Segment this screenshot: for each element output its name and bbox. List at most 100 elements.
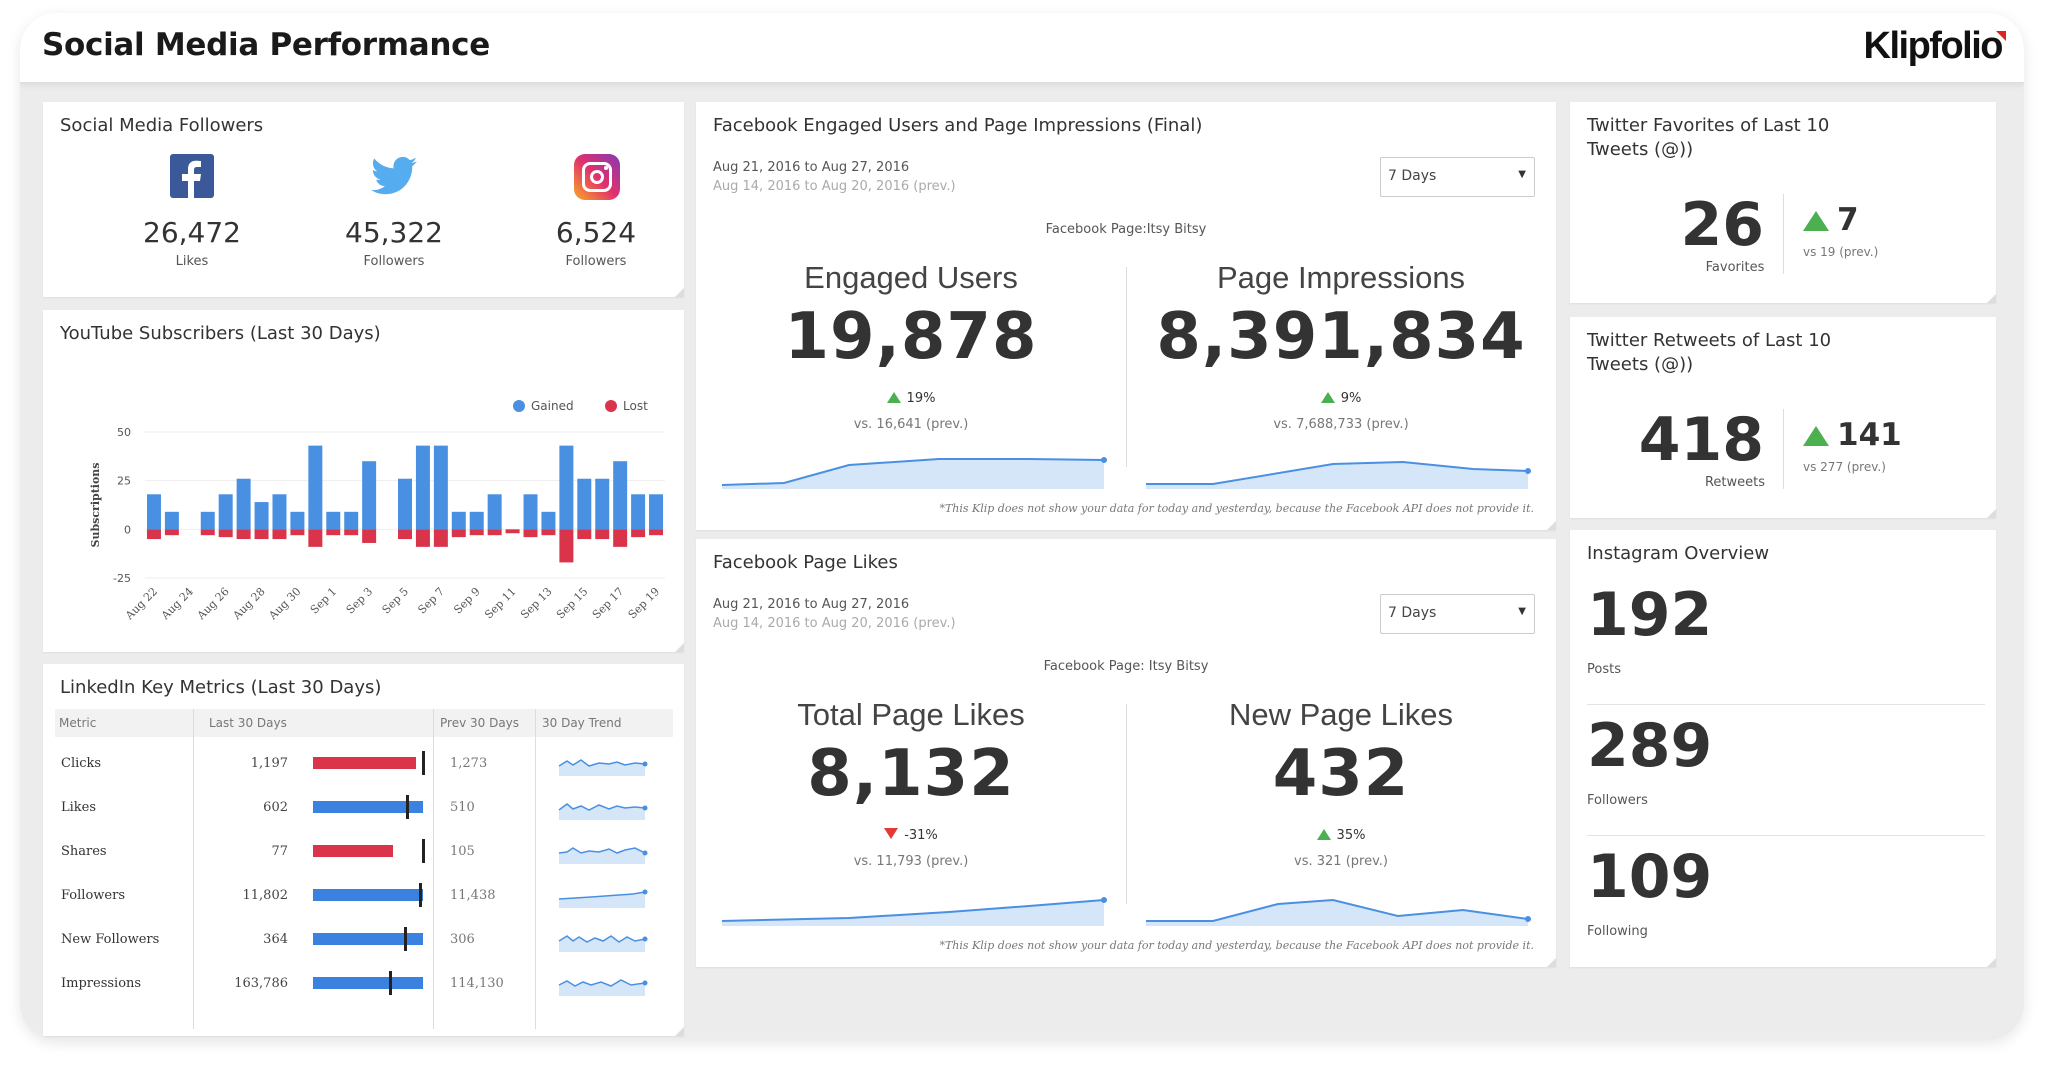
facebook-likes-value: 26,472 xyxy=(143,216,241,249)
bar-gained xyxy=(595,478,610,530)
total-page-likes-label: Total Page Likes xyxy=(797,697,1025,732)
linkedin-table-header xyxy=(55,709,673,737)
bar-gained xyxy=(164,511,179,530)
bullet-marker xyxy=(422,751,425,775)
panel-title-line2: Tweets (@)) xyxy=(1587,354,1694,375)
panel-title: YouTube Subscribers (Last 30 Days) xyxy=(60,323,381,344)
retweets-prev: vs 277 (prev.) xyxy=(1803,460,1886,474)
panel-title-line1: Twitter Favorites of Last 10 xyxy=(1587,115,1830,136)
posts-label: Posts xyxy=(1587,662,1621,677)
last-30-value: 11,802 xyxy=(242,888,289,903)
prev-30-value: 306 xyxy=(450,932,475,947)
panel-title: Instagram Overview xyxy=(1587,543,1770,564)
bullet-marker xyxy=(404,927,407,951)
bar-lost xyxy=(469,529,484,536)
x-tick-label: Sep 9 xyxy=(451,585,483,617)
bullet-marker xyxy=(389,971,392,995)
x-tick-label: Aug 30 xyxy=(266,585,304,623)
followers-value: 289 xyxy=(1587,711,1713,781)
prev-30-value: 105 xyxy=(450,844,475,859)
y-tick-label: -25 xyxy=(113,572,131,585)
engaged-users-sparkline xyxy=(721,457,1107,489)
down-arrow-icon xyxy=(884,828,899,839)
bar-gained xyxy=(344,511,359,530)
bar-lost xyxy=(362,529,377,543)
engaged-users-label: Engaged Users xyxy=(804,260,1018,295)
x-tick-label: Sep 15 xyxy=(554,585,590,621)
social-followers-panel: Social Media Followers 26,472 Likes 45,3… xyxy=(43,102,684,297)
engaged-users-value: 19,878 xyxy=(784,300,1038,374)
following-label: Following xyxy=(1587,924,1648,939)
chevron-down-icon: ▼ xyxy=(1518,606,1526,617)
period-dropdown[interactable]: 7 Days ▼ xyxy=(1380,157,1535,197)
column-header-trend: 30 Day Trend xyxy=(542,716,622,730)
last-30-value: 602 xyxy=(263,800,288,815)
trend-sparkline xyxy=(558,935,648,952)
bar-lost xyxy=(326,529,341,536)
up-arrow-icon xyxy=(886,392,901,403)
x-tick-label: Aug 22 xyxy=(122,585,160,623)
table-row: Followers 11,802 11,438 xyxy=(55,876,673,916)
table-row: Shares 77 105 xyxy=(55,832,673,872)
bar-lost xyxy=(559,529,574,563)
bar-lost xyxy=(433,529,448,547)
new-page-likes-value: 432 xyxy=(1272,737,1410,811)
panel-title-line2: Tweets (@)) xyxy=(1587,139,1694,160)
twitter-icon xyxy=(371,156,417,196)
twitter-followers-label: Followers xyxy=(363,254,425,269)
bar-gained xyxy=(415,445,430,530)
bar-gained xyxy=(308,445,323,530)
fb-engaged-panel: Facebook Engaged Users and Page Impressi… xyxy=(696,102,1556,530)
bar-gained xyxy=(326,511,341,530)
bullet-marker xyxy=(422,839,425,863)
bar-lost xyxy=(308,529,323,547)
y-tick-label: 0 xyxy=(124,523,131,536)
x-tick-label: Sep 5 xyxy=(380,585,412,617)
x-tick-label: Aug 24 xyxy=(158,585,196,623)
bullet-bar xyxy=(313,845,393,857)
table-row: Likes 602 510 xyxy=(55,788,673,828)
bar-lost xyxy=(146,529,161,540)
period-dropdown[interactable]: 7 Days ▼ xyxy=(1380,594,1535,634)
logo-mark-icon xyxy=(1996,31,2006,41)
trend-sparkline xyxy=(558,803,648,820)
up-arrow-icon xyxy=(1320,392,1335,403)
metric-name: Shares xyxy=(61,844,107,859)
up-arrow-icon xyxy=(1803,426,1829,446)
prev-30-value: 1,273 xyxy=(450,756,488,771)
bar-gained xyxy=(218,494,233,530)
panel-title: Facebook Page Likes xyxy=(713,552,898,573)
column-header-prev: Prev 30 Days xyxy=(440,716,520,730)
metric-name: Likes xyxy=(61,800,97,815)
total-page-likes-change: -31% xyxy=(696,828,1126,843)
y-tick-label: 25 xyxy=(117,475,131,488)
klipfolio-logo: Klipfolio xyxy=(1863,25,2004,67)
y-tick-label: 50 xyxy=(117,426,131,439)
panel-title: Social Media Followers xyxy=(60,115,264,136)
dashboard-frame: Social Media Performance Klipfolio Socia… xyxy=(20,13,2024,1039)
legend-label-gained: Gained xyxy=(531,399,574,413)
column-header-metric: Metric xyxy=(59,716,97,730)
panel-title: LinkedIn Key Metrics (Last 30 Days) xyxy=(60,677,382,698)
bar-lost xyxy=(236,529,251,540)
favorites-value: 26 xyxy=(1680,190,1765,260)
page-impressions-sparkline xyxy=(1146,460,1531,489)
metric-name: New Followers xyxy=(61,932,160,947)
metric-name: Clicks xyxy=(61,756,102,771)
following-value: 109 xyxy=(1587,842,1713,912)
bar-gained xyxy=(631,494,646,530)
bullet-bar xyxy=(313,977,423,989)
x-tick-label: Sep 13 xyxy=(518,585,554,621)
page-label: Facebook Page: Itsy Bitsy xyxy=(1043,659,1209,674)
bar-gained xyxy=(290,511,305,530)
table-row: New Followers 364 306 xyxy=(55,920,673,960)
favorites-label: Favorites xyxy=(1705,260,1765,275)
bar-gained xyxy=(487,494,502,530)
bar-lost xyxy=(505,529,520,534)
prev-date-range: Aug 14, 2016 to Aug 20, 2016 (prev.) xyxy=(713,616,956,631)
bar-lost xyxy=(541,529,556,536)
favorites-prev: vs 19 (prev.) xyxy=(1803,245,1879,259)
bullet-bar xyxy=(313,801,423,813)
x-tick-label: Sep 11 xyxy=(482,585,518,621)
